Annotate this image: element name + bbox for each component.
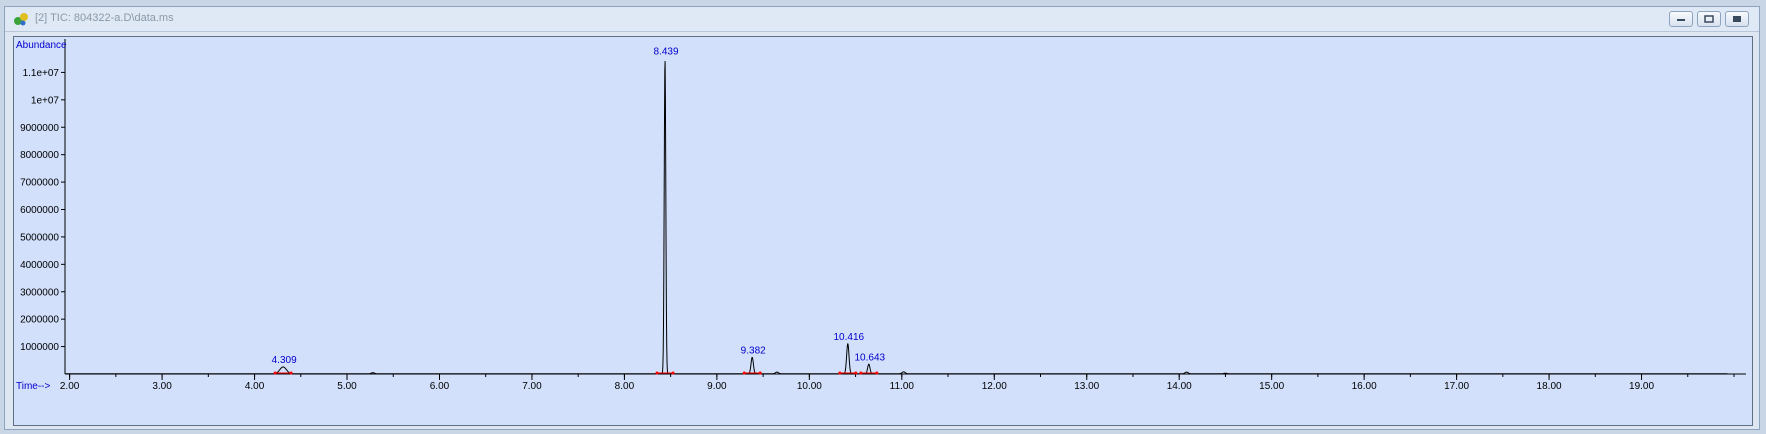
x-tick-label: 11.00 [890,381,915,392]
integration-end-marker [854,371,858,375]
x-tick-label: 10.00 [797,381,822,392]
x-tick-label: 7.00 [522,381,542,392]
x-tick-label: 2.00 [60,381,80,392]
x-tick-label: 19.00 [1629,381,1654,392]
x-tick-label: 14.00 [1167,381,1192,392]
window-title: [2] TIC: 804322-a.D\data.ms [35,12,174,24]
chart-area[interactable]: Abundance Time--> 1000000 2000000 3000000 400… [13,36,1753,426]
peak-label: 8.439 [653,47,678,58]
x-tick-label: 9.00 [707,381,727,392]
integration-start-marker [742,371,746,375]
x-tick-label: 16.00 [1352,381,1377,392]
integration-start-marker [655,371,659,375]
integration-end-marker [758,371,762,375]
integration-end-marker [289,371,293,375]
integration-end-marker [671,371,675,375]
x-tick-label: 13.00 [1074,381,1099,392]
y-tick-label: 1000000 [20,342,59,353]
x-tick-label: 8.00 [615,381,635,392]
chemstation-app-icon [14,13,28,26]
y-tick-label: 8000000 [20,150,59,161]
y-axis-label: Abundance [16,40,67,51]
x-tick-label: 17.00 [1444,381,1469,392]
y-tick-label: 4000000 [20,260,59,271]
y-tick-label: 9000000 [20,123,59,134]
x-tick-label: 12.00 [982,381,1007,392]
y-tick-label: 3000000 [20,287,59,298]
chromatogram-chart: Abundance Time--> 1000000 2000000 3000000 400… [16,39,1746,392]
x-axis-label: Time--> [16,381,51,392]
x-tick-label: 3.00 [152,381,172,392]
y-tick-label: 7000000 [20,178,59,189]
y-tick-label: 6000000 [20,205,59,216]
chromatogram-window: [2] TIC: 804322-a.D\data.ms Abundance Tim… [4,6,1760,430]
tic-trace [65,61,1728,375]
close-button[interactable] [1725,11,1749,27]
restore-button[interactable] [1697,11,1721,27]
y-tick-label: 1.1e+07 [23,68,60,79]
peak-label: 10.643 [855,352,886,363]
peak-label: 4.309 [272,355,297,366]
peak-label: 9.382 [741,346,766,357]
integration-start-marker [838,371,842,375]
y-tick-label: 5000000 [20,232,59,243]
integration-end-marker [875,371,879,375]
x-tick-label: 6.00 [430,381,450,392]
x-tick-label: 15.00 [1259,381,1284,392]
minimize-icon [1677,19,1685,21]
title-bar[interactable]: [2] TIC: 804322-a.D\data.ms [5,7,1759,32]
y-tick-label: 2000000 [20,315,59,326]
x-tick-label: 18.00 [1537,381,1562,392]
integration-start-marker [859,371,863,375]
x-tick-label: 5.00 [337,381,357,392]
close-icon [1733,16,1741,22]
minimize-button[interactable] [1669,11,1693,27]
integration-start-marker [273,371,277,375]
peak-label: 10.416 [834,332,865,343]
y-tick-label: 1e+07 [31,95,60,106]
x-tick-label: 4.00 [245,381,265,392]
restore-icon [1704,15,1714,23]
